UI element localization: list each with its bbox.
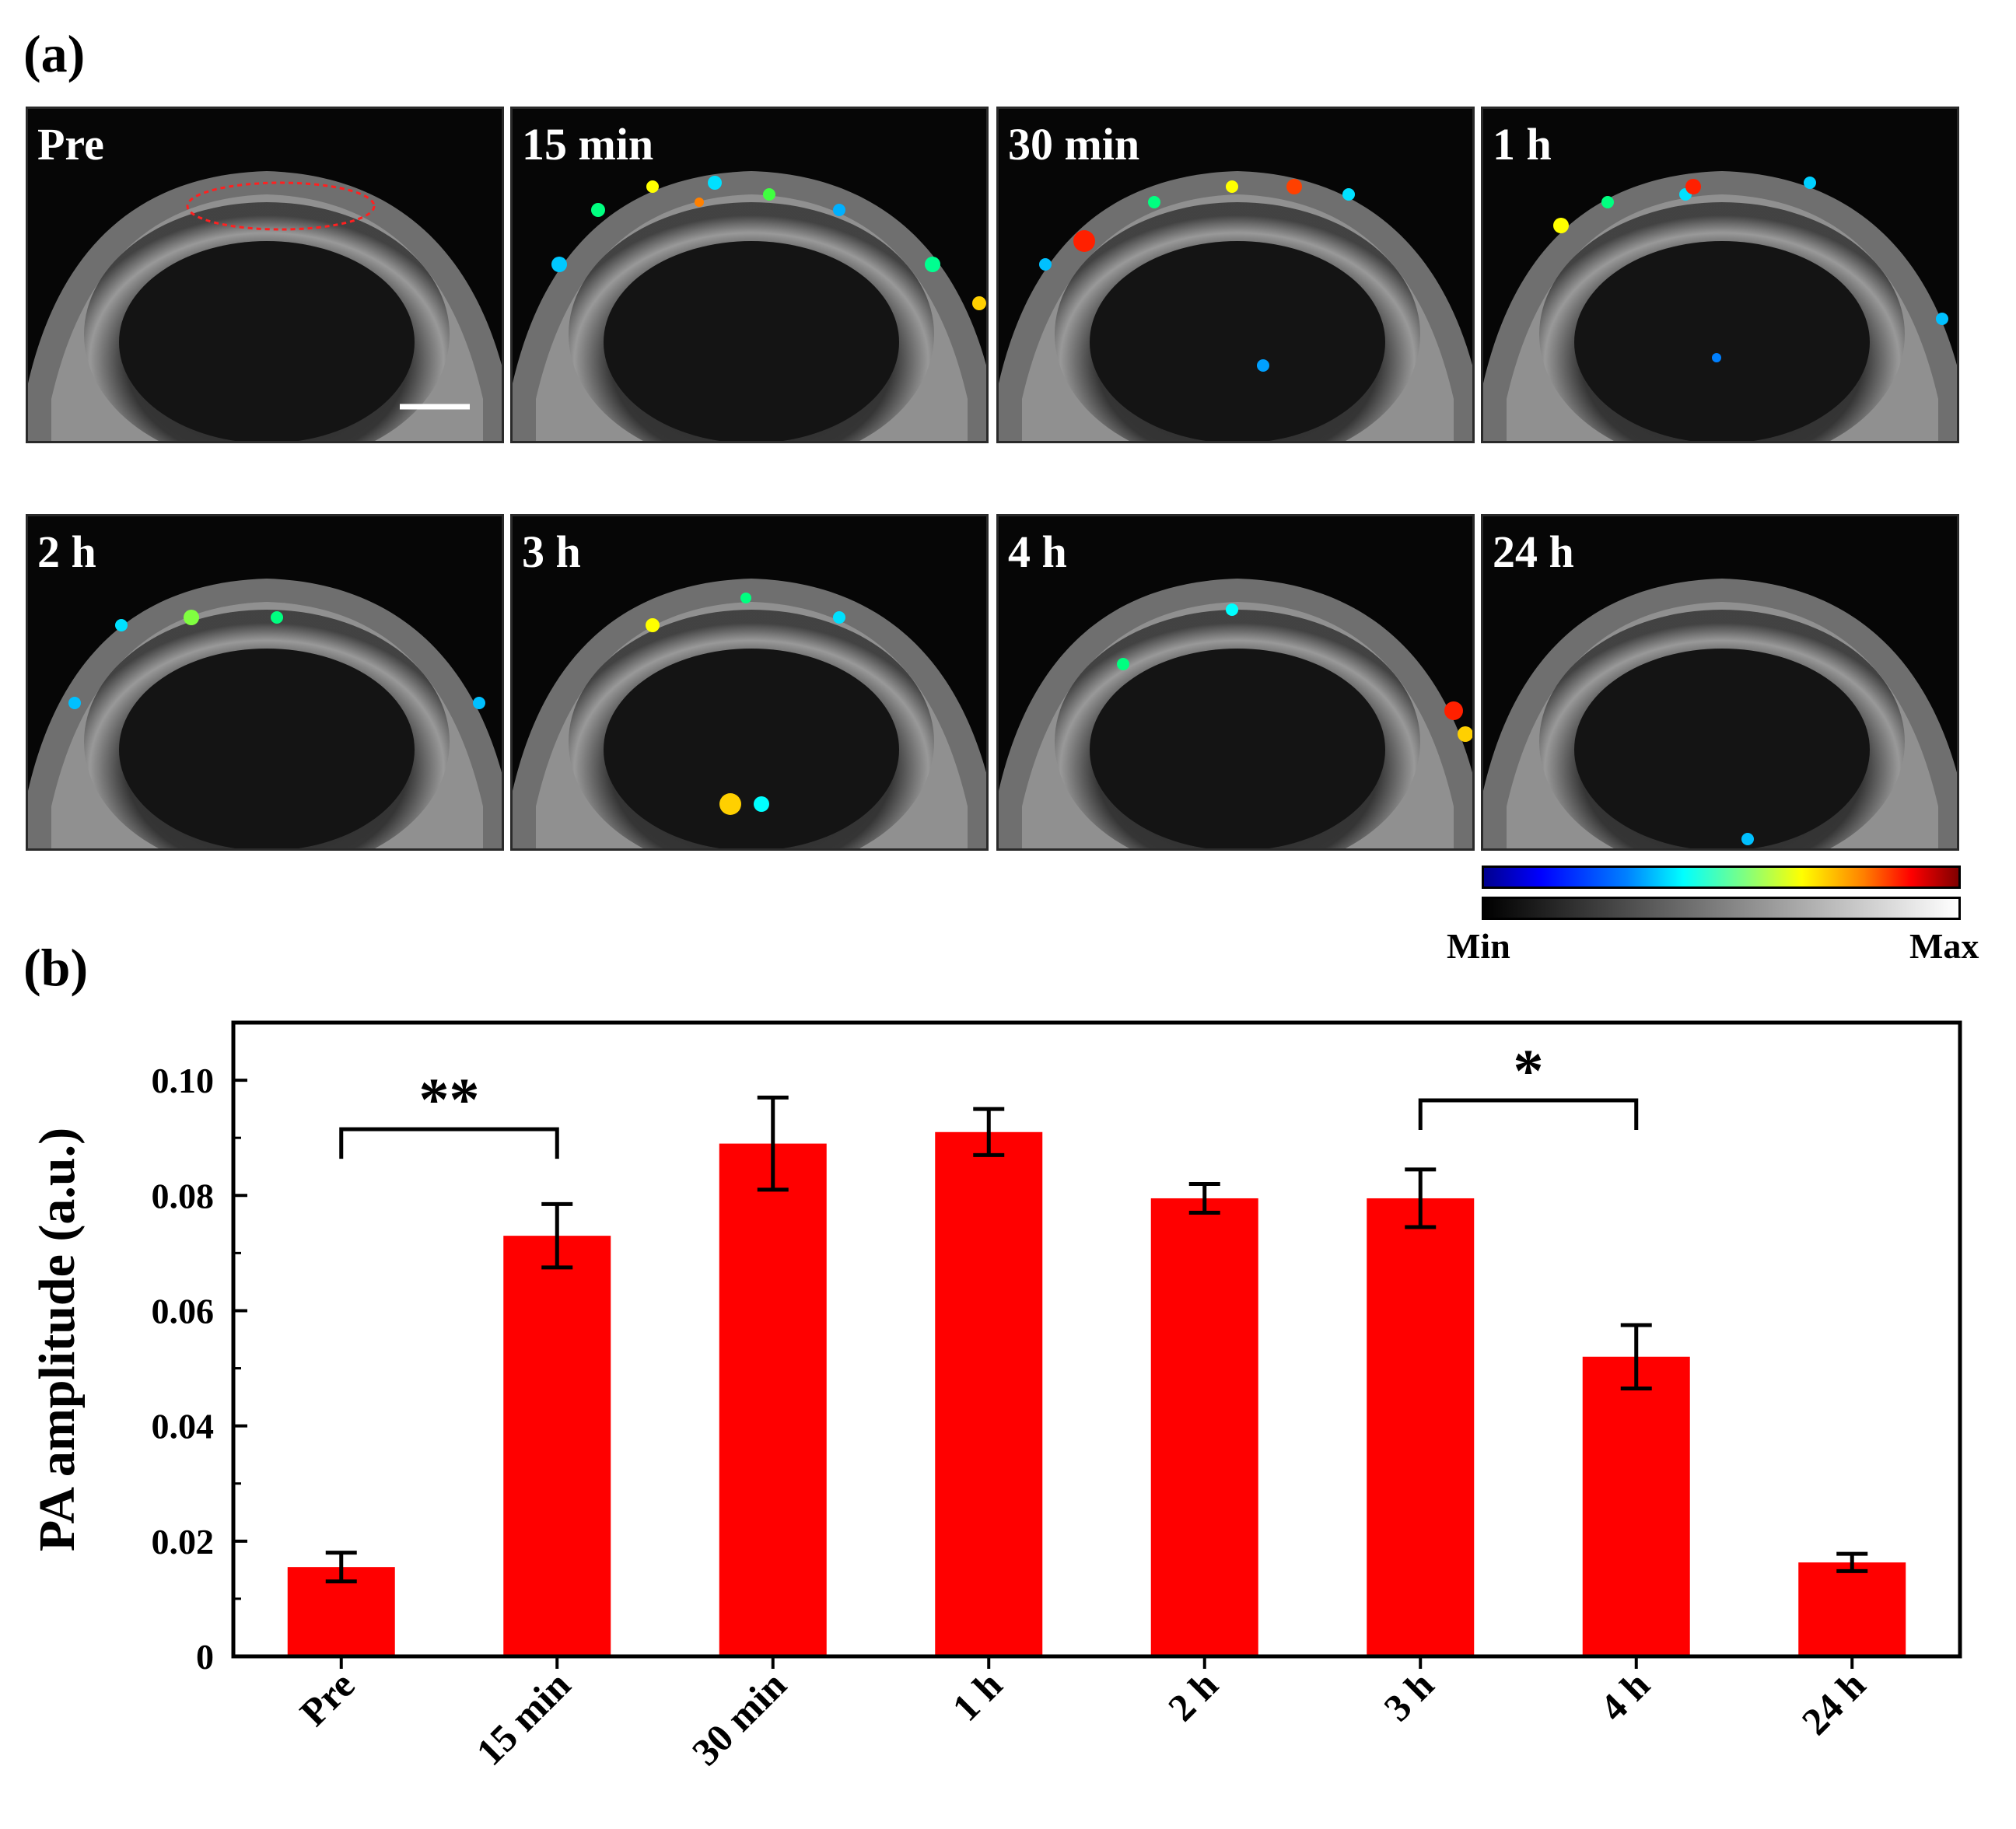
significance-label: * bbox=[1514, 1037, 1544, 1104]
image-time-label: 4 h bbox=[1008, 526, 1067, 577]
pa-signal-spot bbox=[754, 796, 769, 812]
image-time-label: 30 min bbox=[1008, 119, 1140, 170]
pa-signal-spot bbox=[1257, 359, 1269, 372]
pa-signal-spot bbox=[1553, 218, 1569, 233]
colorbar-max-label: Max bbox=[1909, 926, 1979, 966]
significance-label: ** bbox=[419, 1065, 480, 1133]
x-tick-label: 4 h bbox=[1591, 1663, 1658, 1729]
x-tick-label: 15 min bbox=[467, 1663, 579, 1774]
pa-signal-spot bbox=[184, 610, 199, 625]
image-panel: Pre bbox=[26, 107, 504, 443]
bar bbox=[503, 1236, 611, 1656]
pa-signal-spot bbox=[1039, 258, 1052, 271]
pa-signal-spot bbox=[1226, 603, 1238, 616]
pa-signal-spot bbox=[473, 697, 485, 709]
pa-signal-spot bbox=[1444, 701, 1463, 720]
panel-a-label: (a) bbox=[23, 24, 86, 83]
pa-signal-spot bbox=[1804, 177, 1816, 189]
image-panel: 3 h bbox=[510, 514, 989, 851]
ultrasound-image bbox=[1483, 109, 1957, 441]
pa-signal-spot bbox=[1685, 179, 1701, 194]
x-tick-label: 3 h bbox=[1375, 1663, 1442, 1729]
pa-signal-spot bbox=[972, 296, 986, 310]
image-panel: 1 h bbox=[1481, 107, 1959, 443]
image-panel: 4 h bbox=[996, 514, 1475, 851]
pa-signal-spot bbox=[833, 204, 845, 216]
image-panel: 15 min bbox=[510, 107, 989, 443]
pa-signal-spot bbox=[551, 257, 567, 272]
x-tick-label: 1 h bbox=[943, 1663, 1010, 1729]
pa-signal-spot bbox=[1226, 180, 1238, 193]
bar-chart: 0 0.02 0.04 0.06 0.08 0.10 Pre 15 min 30 min 1 h 2… bbox=[29, 1020, 1962, 1774]
pa-signal-spot bbox=[68, 697, 81, 709]
pa-signal-spot bbox=[115, 619, 128, 631]
colorbar-gray bbox=[1482, 897, 1961, 920]
ultrasound-image bbox=[513, 516, 986, 848]
ultrasound-image bbox=[999, 516, 1472, 848]
ultrasound-image bbox=[513, 109, 986, 441]
pa-signal-spot bbox=[708, 176, 722, 190]
bar bbox=[1582, 1356, 1690, 1656]
x-tick-label: Pre bbox=[292, 1663, 363, 1734]
panel-b-label: (b) bbox=[23, 938, 89, 997]
y-tick-label: 0.06 bbox=[152, 1291, 215, 1331]
pa-signal-spot bbox=[1073, 230, 1095, 252]
pa-signal-spot bbox=[1712, 353, 1721, 362]
image-time-label: Pre bbox=[37, 119, 104, 170]
y-tick-label: 0.02 bbox=[152, 1522, 215, 1561]
pa-signal-spot bbox=[1342, 188, 1355, 201]
roi-ellipse bbox=[186, 181, 376, 231]
image-time-label: 24 h bbox=[1493, 526, 1574, 577]
pa-signal-spot bbox=[695, 198, 704, 207]
pa-signal-spot bbox=[591, 203, 605, 217]
ultrasound-image bbox=[28, 109, 502, 441]
x-tick-label: 2 h bbox=[1160, 1663, 1227, 1729]
bar bbox=[935, 1131, 1043, 1656]
pa-signal-spot bbox=[1601, 196, 1614, 208]
bar bbox=[719, 1143, 827, 1656]
pa-signal-spot bbox=[1117, 658, 1129, 670]
ultrasound-image bbox=[28, 516, 502, 848]
bar bbox=[1367, 1198, 1475, 1656]
pa-signal-spot bbox=[646, 180, 659, 193]
pa-signal-spot bbox=[740, 593, 751, 603]
bar bbox=[1150, 1198, 1258, 1656]
image-time-label: 3 h bbox=[522, 526, 581, 577]
pa-signal-spot bbox=[719, 793, 741, 815]
x-tick-label: 30 min bbox=[684, 1663, 795, 1774]
x-tick-label: 24 h bbox=[1794, 1663, 1874, 1743]
image-panel: 30 min bbox=[996, 107, 1475, 443]
pa-signal-spot bbox=[833, 611, 845, 624]
pa-signal-spot bbox=[1148, 196, 1160, 208]
ultrasound-image bbox=[999, 109, 1472, 441]
pa-signal-spot bbox=[1458, 726, 1472, 742]
pa-signal-spot bbox=[1741, 833, 1754, 845]
colorbar-jet bbox=[1482, 866, 1961, 889]
y-tick-label: 0.10 bbox=[152, 1061, 215, 1100]
bar bbox=[1798, 1562, 1906, 1656]
y-tick-label: 0.04 bbox=[152, 1407, 215, 1446]
pa-signal-spot bbox=[1936, 313, 1948, 325]
image-time-label: 2 h bbox=[37, 526, 96, 577]
pa-signal-spot bbox=[1286, 179, 1302, 194]
significance-bracket bbox=[339, 1127, 559, 1159]
pa-signal-spot bbox=[271, 611, 283, 624]
significance-bracket bbox=[1418, 1098, 1639, 1131]
y-axis-label: PA amplitude (a.u.) bbox=[29, 1128, 86, 1551]
y-tick-label: 0.08 bbox=[152, 1176, 215, 1215]
image-time-label: 1 h bbox=[1493, 119, 1552, 170]
pa-signal-spot bbox=[925, 257, 940, 272]
y-tick-label: 0 bbox=[196, 1637, 214, 1677]
image-panel: 2 h bbox=[26, 514, 504, 851]
colorbar-min-label: Min bbox=[1447, 926, 1510, 966]
image-time-label: 15 min bbox=[522, 119, 654, 170]
plot-frame bbox=[231, 1020, 1962, 1659]
image-panel: 24 h bbox=[1481, 514, 1959, 851]
pa-signal-spot bbox=[646, 618, 660, 632]
ultrasound-image bbox=[1483, 516, 1957, 848]
pa-signal-spot bbox=[763, 188, 775, 201]
